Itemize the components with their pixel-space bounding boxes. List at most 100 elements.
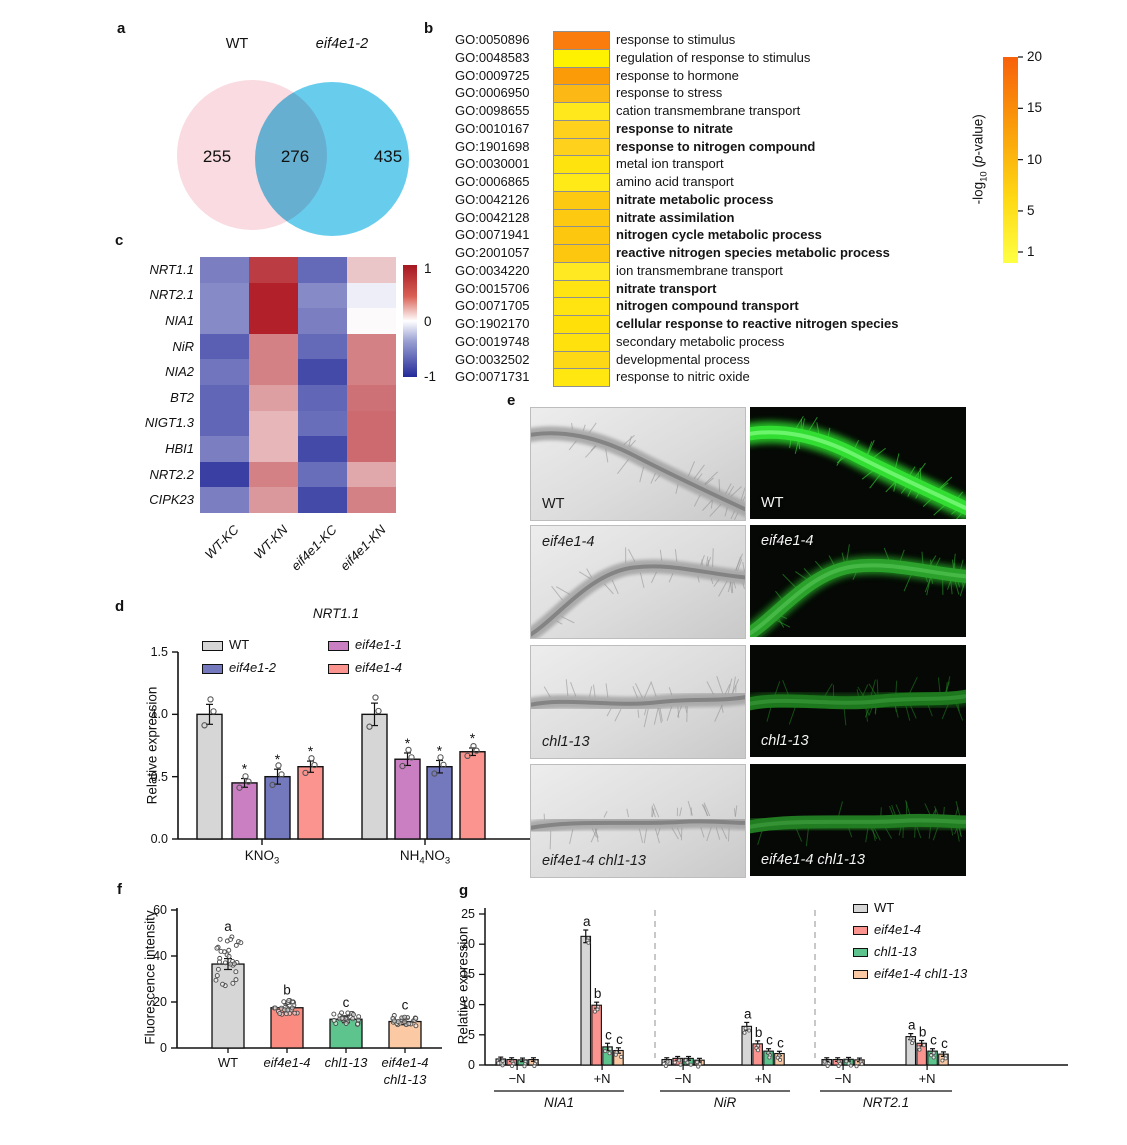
legend-label: eif4e1-2 bbox=[229, 660, 276, 675]
stat-letter: c bbox=[941, 1036, 948, 1051]
chart-d-ytick: 0.0 bbox=[150, 832, 168, 846]
go-id: GO:0071731 bbox=[455, 369, 530, 385]
chart-g-condition-label: +N bbox=[593, 1071, 611, 1086]
chart-g-ytick: 5 bbox=[468, 1027, 475, 1042]
go-id: GO:1902170 bbox=[455, 316, 530, 331]
go-term: metal ion transport bbox=[616, 156, 724, 172]
panel-label-a: a bbox=[117, 20, 126, 37]
significance-asterisk: * bbox=[242, 761, 248, 777]
go-term: nitrogen cycle metabolic process bbox=[616, 227, 822, 243]
go-id: GO:0042128 bbox=[455, 209, 530, 225]
go-heat-cell bbox=[553, 155, 610, 174]
go-term: secondary metabolic process bbox=[616, 333, 785, 349]
chart-g-condition-label: +N bbox=[754, 1071, 772, 1086]
go-heat-cell bbox=[553, 297, 610, 316]
go-heat-cell bbox=[553, 244, 610, 263]
go-heat-cell bbox=[553, 190, 610, 210]
go-id: GO:0098655 bbox=[455, 103, 530, 118]
go-colorbar-tick: 20 bbox=[1027, 49, 1043, 64]
root-fluorescence-image: eif4e1-4 chl1-13 bbox=[750, 764, 966, 876]
heatmap-cell bbox=[347, 257, 396, 284]
heatmap-cell bbox=[249, 333, 298, 360]
heatmap-gene-label: NIA2 bbox=[165, 364, 194, 380]
root-image-label: eif4e1-4 bbox=[761, 533, 814, 549]
root-fluorescence-image: eif4e1-4 bbox=[750, 525, 966, 637]
stat-letter: b bbox=[283, 982, 291, 997]
chart-f-xlabel: WT bbox=[217, 1055, 239, 1070]
go-colorbar-tick: 10 bbox=[1027, 151, 1043, 167]
heatmap-cell bbox=[298, 308, 347, 335]
root-illustration bbox=[750, 544, 966, 637]
chart-g-ytick: 0 bbox=[468, 1058, 475, 1072]
root-illustration bbox=[531, 800, 745, 850]
chart-f-ytick: 0 bbox=[160, 1041, 167, 1055]
venn-right-title: eif4e1-2 bbox=[315, 36, 369, 52]
go-id: GO:0019748 bbox=[455, 333, 530, 349]
chart-d-group-label: NH4NO3 bbox=[399, 848, 451, 867]
heatmap-gene-label: NIGT1.3 bbox=[144, 415, 194, 431]
stat-letter: a bbox=[224, 919, 232, 934]
root-image-label: chl1-13 bbox=[761, 733, 809, 749]
panel-label-c: c bbox=[115, 232, 124, 249]
heatmap-cell bbox=[347, 385, 396, 412]
significance-asterisk: * bbox=[275, 751, 281, 767]
root-image-label: eif4e1-4 chl1-13 bbox=[761, 852, 865, 868]
heatmap-cell bbox=[249, 461, 298, 488]
chart-f-ytick: 60 bbox=[153, 903, 167, 917]
go-id: GO:0032502 bbox=[455, 351, 530, 367]
heatmap-cell bbox=[200, 436, 249, 463]
heatmap-gene-label: NRT2.1 bbox=[149, 287, 194, 303]
significance-asterisk: * bbox=[405, 735, 411, 751]
legend-swatch bbox=[853, 904, 868, 913]
go-heat-cell bbox=[553, 137, 610, 157]
stat-letter: c bbox=[930, 1033, 937, 1048]
stat-letter: c bbox=[777, 1035, 784, 1050]
chart-d-ytick: 1.0 bbox=[150, 707, 168, 722]
go-id: GO:0015706 bbox=[455, 280, 530, 296]
legend-label: eif4e1-4 bbox=[355, 660, 402, 675]
chart-g-gene-label: NRT2.1 bbox=[862, 1095, 910, 1110]
heatmap-colorbar-tick: 0 bbox=[424, 314, 432, 329]
panel-label-g: g bbox=[459, 882, 469, 899]
legend-swatch bbox=[202, 641, 223, 651]
go-id: GO:0042126 bbox=[455, 191, 530, 207]
heatmap-cell bbox=[298, 333, 347, 360]
go-term: developmental process bbox=[616, 351, 750, 367]
stat-letter: c bbox=[343, 995, 350, 1010]
heatmap-gene-label: BT2 bbox=[170, 389, 194, 405]
go-term: reactive nitrogen species metabolic proc… bbox=[616, 245, 890, 260]
heatmap-cell bbox=[347, 359, 396, 386]
heatmap-colorbar-tick: 1 bbox=[424, 261, 432, 276]
go-heat-cell bbox=[553, 66, 610, 86]
heatmap-cell bbox=[249, 282, 298, 309]
root-illustration bbox=[531, 676, 745, 728]
panel-label-b: b bbox=[424, 20, 434, 37]
heatmap-gene-label: NiR bbox=[172, 338, 194, 354]
stat-letter: c bbox=[605, 1027, 612, 1042]
stat-letter: a bbox=[908, 1018, 916, 1033]
root-brightfield-image: eif4e1-4 bbox=[530, 525, 746, 639]
venn-left-title: WT bbox=[225, 36, 249, 52]
heatmap-cell bbox=[347, 461, 396, 488]
go-colorbar-tick: 5 bbox=[1027, 202, 1035, 218]
go-colorbar bbox=[1003, 57, 1018, 263]
chart-g-ytick: 25 bbox=[461, 907, 475, 921]
chart-f-xlabel: chl1-13 bbox=[324, 1055, 368, 1070]
chart-g-condition-label: −N bbox=[674, 1071, 692, 1086]
root-brightfield-image: WT bbox=[530, 407, 746, 521]
heatmap-cell bbox=[347, 436, 396, 463]
go-heat-cell bbox=[553, 279, 610, 299]
root-brightfield-image: chl1-13 bbox=[530, 645, 746, 759]
heatmap-cell bbox=[298, 359, 347, 386]
root-fluorescence-image: chl1-13 bbox=[750, 645, 966, 757]
root-image-label: WT bbox=[761, 495, 784, 511]
go-term: regulation of response to stimulus bbox=[616, 49, 811, 65]
root-fluorescence-image: WT bbox=[750, 407, 966, 519]
heatmap-cell bbox=[298, 257, 347, 284]
chart-f-xlabel: eif4e1-4 bbox=[381, 1055, 429, 1070]
chart-d-ytick: 0.5 bbox=[150, 769, 168, 784]
chart-f-xlabel: chl1-13 bbox=[383, 1072, 427, 1087]
heatmap-cell bbox=[347, 282, 396, 309]
go-term: response to stimulus bbox=[616, 32, 736, 47]
